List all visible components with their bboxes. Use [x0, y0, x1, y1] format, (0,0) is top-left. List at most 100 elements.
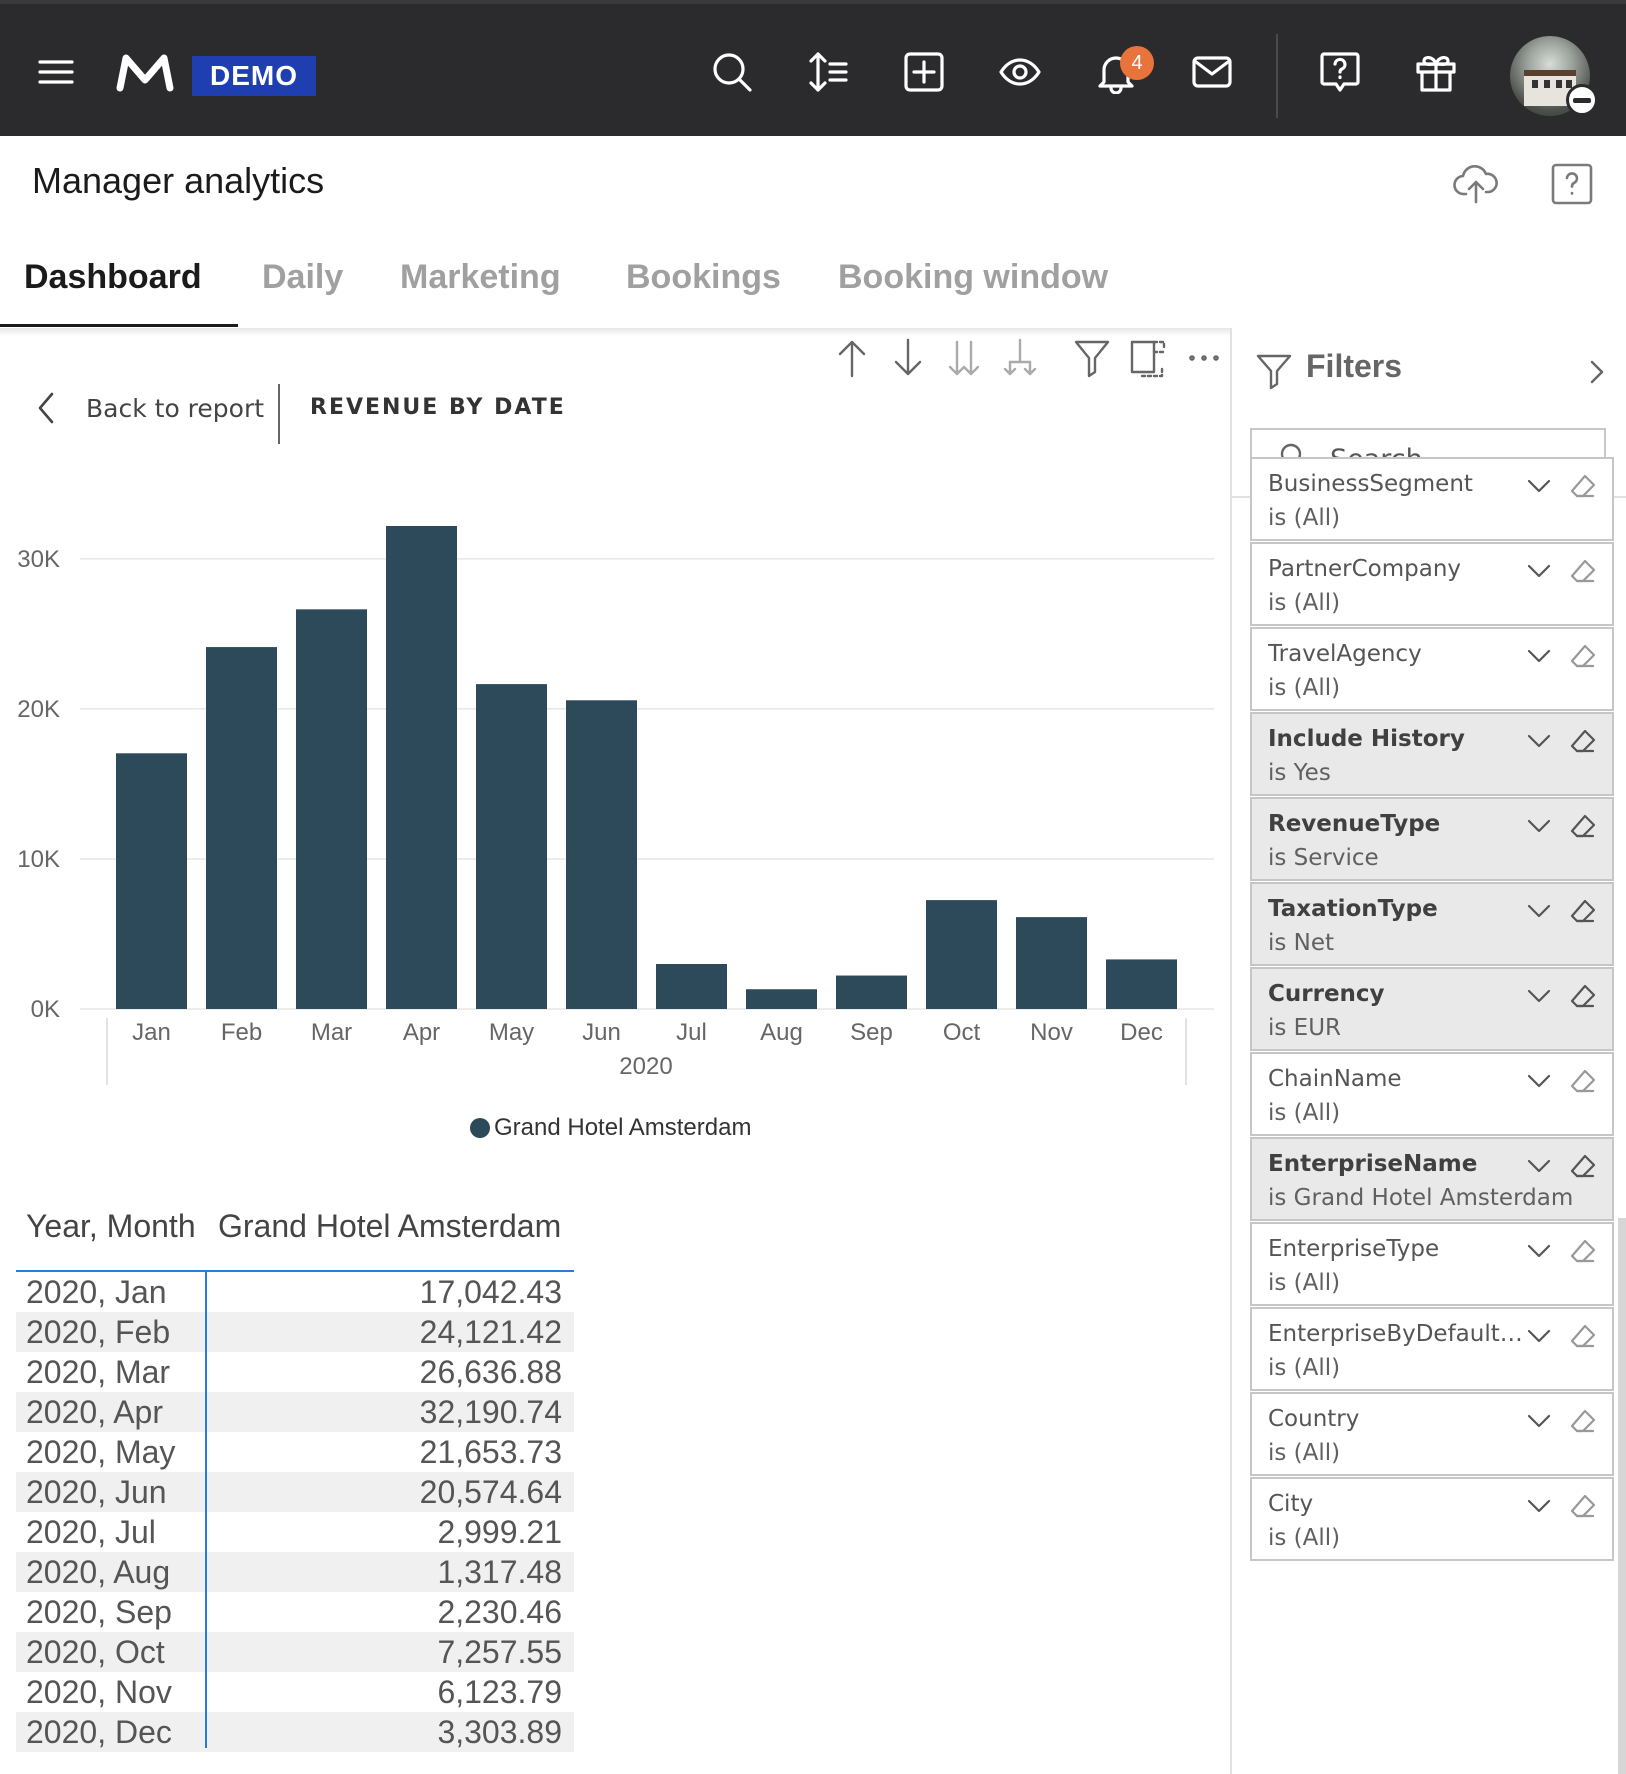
tab-bookings[interactable]: Bookings [626, 258, 781, 296]
gift-icon[interactable] [1412, 48, 1460, 96]
table-row: 2020, Sep 2,230.46 [16, 1592, 574, 1632]
column-header-year-month[interactable]: Year, Month [26, 1208, 196, 1244]
eraser-icon[interactable] [1568, 556, 1598, 586]
drill-up-icon[interactable] [832, 336, 872, 384]
filter-card[interactable]: Country is (All) [1250, 1392, 1614, 1476]
expand-next-level-icon[interactable] [944, 336, 984, 384]
eraser-icon[interactable] [1568, 811, 1598, 841]
tab-dashboard[interactable]: Dashboard [24, 258, 202, 296]
filter-card[interactable]: TaxationType is Net [1250, 882, 1614, 966]
bar-apr[interactable] [386, 526, 457, 1009]
filters-title: Filters [1306, 348, 1403, 384]
column-header-hotel[interactable]: Grand Hotel Amsterdam [218, 1208, 562, 1244]
bar-jun[interactable] [566, 700, 637, 1009]
add-box-icon[interactable] [900, 48, 948, 96]
eraser-icon[interactable] [1568, 1321, 1598, 1351]
cell-revenue: 2,230.46 [437, 1594, 562, 1630]
cell-revenue: 17,042.43 [419, 1274, 562, 1310]
filter-value: is (All) [1268, 1440, 1341, 1466]
eye-icon[interactable] [996, 48, 1044, 96]
chevron-down-icon[interactable] [1524, 643, 1554, 669]
eraser-icon[interactable] [1568, 1236, 1598, 1266]
chevron-down-icon[interactable] [1524, 1068, 1554, 1094]
bar-jul[interactable] [656, 963, 727, 1009]
eraser-icon[interactable] [1568, 981, 1598, 1011]
filters-scrollbar[interactable] [1618, 1218, 1626, 1774]
filter-name: TravelAgency [1268, 641, 1422, 667]
filter-card[interactable]: BusinessSegment is (All) [1250, 457, 1614, 541]
chevron-down-icon[interactable] [1524, 473, 1554, 499]
cell-revenue: 32,190.74 [419, 1394, 562, 1430]
chevron-down-icon[interactable] [1524, 728, 1554, 754]
sort-icon[interactable] [804, 48, 852, 96]
chevron-down-icon[interactable] [1524, 983, 1554, 1009]
filter-card[interactable]: Currency is EUR [1250, 967, 1614, 1051]
chevron-down-icon[interactable] [1524, 1323, 1554, 1349]
chevron-down-icon[interactable] [1524, 898, 1554, 924]
filter-card[interactable]: ChainName is (All) [1250, 1052, 1614, 1136]
eraser-icon[interactable] [1568, 1491, 1598, 1521]
header-divider [0, 328, 1626, 336]
bar-oct[interactable] [926, 900, 997, 1009]
cell-year-month: 2020, May [26, 1434, 176, 1470]
mail-icon[interactable] [1188, 48, 1236, 96]
eraser-icon[interactable] [1568, 1406, 1598, 1436]
filter-card[interactable]: TravelAgency is (All) [1250, 627, 1614, 711]
filter-icon[interactable] [1072, 336, 1112, 384]
bar-feb[interactable] [206, 647, 277, 1009]
chevron-down-icon[interactable] [1524, 813, 1554, 839]
legend-marker [470, 1118, 490, 1138]
more-options-icon[interactable] [1184, 336, 1224, 384]
brand-logo[interactable] [116, 52, 174, 92]
filter-value: is Yes [1268, 760, 1331, 786]
chevron-down-icon[interactable] [1524, 1493, 1554, 1519]
eraser-icon[interactable] [1568, 1066, 1598, 1096]
filter-card[interactable]: EnterpriseName is Grand Hotel Amsterdam [1250, 1137, 1614, 1221]
filter-card[interactable]: City is (All) [1250, 1477, 1614, 1561]
tab-marketing[interactable]: Marketing [400, 258, 561, 296]
bar-dec[interactable] [1106, 959, 1177, 1009]
notification-count-badge: 4 [1120, 46, 1154, 80]
cell-revenue: 24,121.42 [419, 1314, 562, 1350]
filter-card[interactable]: EnterpriseByDefaultCu... is (All) [1250, 1307, 1614, 1391]
chevron-down-icon[interactable] [1524, 1238, 1554, 1264]
hamburger-menu-icon[interactable] [32, 48, 80, 96]
drill-down-icon[interactable] [888, 336, 928, 384]
bar-nov[interactable] [1016, 917, 1087, 1009]
expand-hierarchy-icon[interactable] [1000, 336, 1040, 384]
bar-mar[interactable] [296, 609, 367, 1009]
x-tick-label: Mar [311, 1019, 352, 1046]
eraser-icon[interactable] [1568, 726, 1598, 756]
help-box-icon[interactable] [1548, 160, 1596, 208]
filter-card[interactable]: EnterpriseType is (All) [1250, 1222, 1614, 1306]
chevron-down-icon[interactable] [1524, 558, 1554, 584]
bar-may[interactable] [476, 684, 547, 1009]
chevron-down-icon[interactable] [1524, 1153, 1554, 1179]
eraser-icon[interactable] [1568, 896, 1598, 926]
filter-value: is (All) [1268, 1525, 1341, 1551]
collapse-pane-icon[interactable] [1582, 354, 1612, 390]
focus-mode-icon[interactable] [1128, 336, 1168, 384]
cell-year-month: 2020, Feb [26, 1314, 171, 1350]
filter-value: is Grand Hotel Amsterdam [1268, 1185, 1574, 1211]
cell-year-month: 2020, Apr [26, 1394, 163, 1430]
filter-card[interactable]: PartnerCompany is (All) [1250, 542, 1614, 626]
eraser-icon[interactable] [1568, 1151, 1598, 1181]
filter-value: is EUR [1268, 1015, 1342, 1041]
eraser-icon[interactable] [1568, 641, 1598, 671]
eraser-icon[interactable] [1568, 471, 1598, 501]
filter-card[interactable]: Include History is Yes [1250, 712, 1614, 796]
bar-aug[interactable] [746, 989, 817, 1009]
chevron-down-icon[interactable] [1524, 1408, 1554, 1434]
back-to-report-link[interactable]: Back to report [86, 394, 265, 423]
cloud-upload-icon[interactable] [1452, 160, 1500, 208]
help-icon[interactable] [1316, 48, 1364, 96]
bar-sep[interactable] [836, 975, 907, 1009]
title-divider [278, 384, 280, 444]
bar-jan[interactable] [116, 753, 187, 1009]
tab-daily[interactable]: Daily [262, 258, 344, 296]
back-button[interactable] [32, 388, 62, 428]
filter-card[interactable]: RevenueType is Service [1250, 797, 1614, 881]
tab-booking-window[interactable]: Booking window [838, 258, 1109, 296]
search-icon[interactable] [708, 48, 756, 96]
